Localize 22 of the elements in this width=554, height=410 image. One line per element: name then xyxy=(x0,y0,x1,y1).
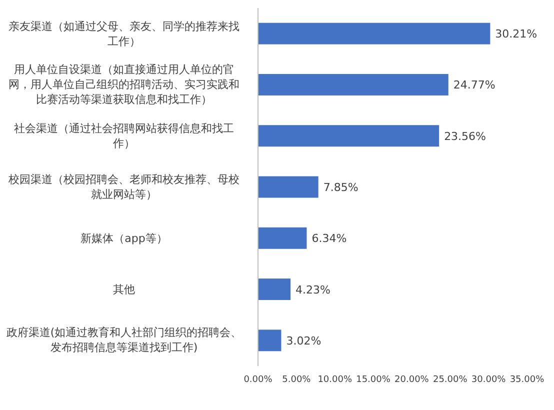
x-tick-label: 20.00% xyxy=(394,375,430,385)
data-label: 3.02% xyxy=(286,334,322,348)
y-tick-label: 用人单位自设渠道（如直接通过用人单位的官网，用人单位自己组织的招聘活动、实习实践和比赛活动等渠道获取信息和找工作） xyxy=(8,62,240,108)
data-label: 6.34% xyxy=(312,232,347,246)
y-tick-label: 新媒体（app等） xyxy=(80,230,168,247)
data-label: 23.56% xyxy=(444,130,486,143)
x-tick-label: 5.00% xyxy=(282,375,312,385)
x-tick-label: 0.00% xyxy=(244,375,273,385)
data-label: 7.85% xyxy=(323,181,358,194)
x-tick-label: 35.00% xyxy=(510,375,545,385)
data-label: 24.77% xyxy=(453,78,496,92)
x-tick-label: 30.00% xyxy=(471,375,506,385)
x-tick-label: 15.00% xyxy=(356,375,391,385)
y-tick-label: 其他 xyxy=(112,282,136,298)
y-tick-label: 校园渠道（校园招聘会、老师和校友推荐、母校就业网站等） xyxy=(8,172,240,203)
data-label: 4.23% xyxy=(296,283,330,296)
x-tick-label: 10.00% xyxy=(318,375,352,385)
y-tick-label: 社会渠道（通过社会招聘网站获得信息和找工作） xyxy=(13,120,235,152)
y-tick-label: 政府渠道(如通过教育和人社部门组织的招聘会、发布招聘信息等渠道找到工作) xyxy=(6,325,242,356)
y-tick-label: 亲友渠道（如通过父母、亲友、同学的推荐来找工作） xyxy=(8,18,240,50)
x-tick-label: 25.00% xyxy=(432,375,468,385)
data-label: 30.21% xyxy=(495,28,538,41)
